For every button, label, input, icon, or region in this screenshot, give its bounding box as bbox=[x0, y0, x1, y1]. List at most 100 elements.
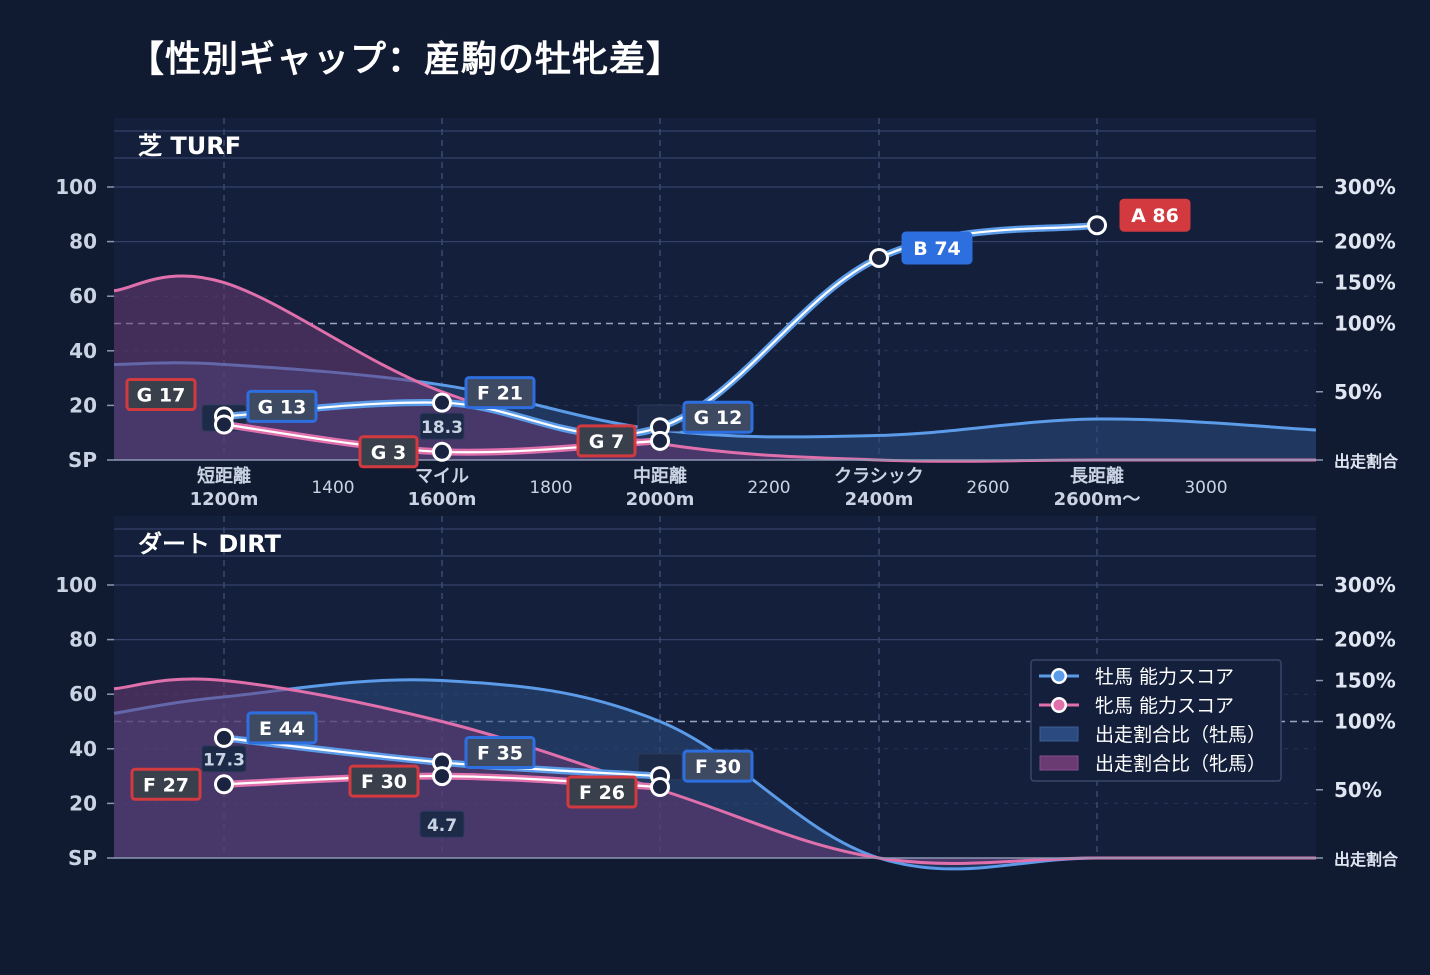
y-right-tick-label: 100% bbox=[1334, 312, 1396, 336]
x-category-label: 中距離 bbox=[633, 465, 687, 487]
y-right-tick-label: 50% bbox=[1334, 778, 1382, 802]
area-female-fill bbox=[114, 275, 1316, 462]
panel-turf: SP 20 40 60 80 100 出走割合 50% 100% 150% 200% 300% 芝 TU… bbox=[55, 118, 1399, 510]
male-grade-label-box bbox=[1119, 198, 1191, 232]
score-point-inner bbox=[872, 250, 886, 265]
female-grade-label: F 27 bbox=[143, 774, 189, 796]
female-grade-label-box bbox=[125, 377, 197, 411]
male-grade-label-box bbox=[246, 389, 318, 423]
legend-label: 出走割合比（牡馬） bbox=[1095, 724, 1266, 746]
x-category-label: 2600m〜 bbox=[1054, 489, 1141, 510]
y-left-tick-label: 100 bbox=[55, 573, 97, 597]
x-category-label: クラシック bbox=[834, 466, 924, 487]
x-category-label: マイル bbox=[415, 466, 469, 487]
y-right-tick-label: 300% bbox=[1334, 175, 1396, 199]
score-point-inner bbox=[435, 755, 449, 770]
male-grade-label-box bbox=[464, 376, 536, 410]
male-grade-label-box bbox=[682, 749, 754, 783]
male-grade-label-box bbox=[246, 711, 318, 745]
female-grade-label: G 7 bbox=[589, 431, 624, 453]
ratio-badge bbox=[419, 412, 465, 440]
female-grade-label: F 26 bbox=[579, 782, 625, 804]
score-point-inner bbox=[217, 730, 231, 745]
panel-title: ダート DIRT bbox=[138, 530, 282, 558]
legend-box bbox=[1030, 659, 1282, 782]
legend-marker-inner bbox=[1053, 699, 1065, 711]
panel-title: 芝 TURF bbox=[138, 132, 241, 160]
y-left-tick-label: 60 bbox=[69, 284, 97, 308]
score-point-inner bbox=[435, 395, 449, 410]
score-point-inner bbox=[1090, 218, 1104, 233]
chart-title: 【性別ギャップ：産駒の牡牝差】 bbox=[128, 39, 684, 80]
y-right-tick-label: 50% bbox=[1334, 380, 1382, 404]
y-left-tick-label: 40 bbox=[69, 737, 97, 761]
y-left-tick-label: 80 bbox=[69, 230, 97, 254]
x-category-label: 短距離 bbox=[197, 465, 251, 487]
female-grade-label: F 30 bbox=[361, 771, 407, 793]
x-category-label: 1600m bbox=[408, 489, 477, 510]
y-left-tick-label: 20 bbox=[69, 791, 97, 815]
male-grade-label-box bbox=[682, 400, 754, 434]
score-point-inner bbox=[217, 777, 231, 792]
y-left-tick-label: 40 bbox=[69, 339, 97, 363]
legend-marker-inner bbox=[1053, 670, 1065, 682]
male-grade-label: F 30 bbox=[695, 756, 741, 778]
x-tick-label: 2600 bbox=[966, 478, 1009, 498]
y-right-tick-label: 150% bbox=[1334, 271, 1396, 295]
male-grade-label: E 44 bbox=[259, 718, 305, 740]
y-left-tick-label: 80 bbox=[69, 628, 97, 652]
y-right-tick-label: 100% bbox=[1334, 710, 1396, 734]
male-grade-label-box bbox=[901, 231, 973, 265]
female-grade-label: G 17 bbox=[137, 384, 186, 406]
x-category-label: 2000m bbox=[626, 489, 695, 510]
x-tick-label: 2200 bbox=[747, 478, 790, 498]
male-grade-label: G 13 bbox=[258, 396, 307, 418]
y-right-tick-label: 200% bbox=[1334, 230, 1396, 254]
y-right-tick-label: 200% bbox=[1334, 628, 1396, 652]
y-right-tick-label: 出走割合 bbox=[1334, 850, 1399, 869]
x-category-label: 長距離 bbox=[1070, 465, 1124, 487]
y-right-tick-label: 150% bbox=[1334, 669, 1396, 693]
legend-label: 出走割合比（牝馬） bbox=[1095, 753, 1266, 775]
x-category-label: 2400m bbox=[845, 489, 914, 510]
female-grade-label-box bbox=[358, 435, 419, 469]
ratio-label: 18.3 bbox=[421, 418, 463, 438]
y-left-tick-label: 100 bbox=[55, 175, 97, 199]
legend-label: 牡馬 能力スコア bbox=[1095, 666, 1234, 688]
female-grade-label-box bbox=[566, 775, 638, 809]
legend-area-swatch bbox=[1039, 726, 1079, 742]
ratio-label: 17.3 bbox=[203, 751, 245, 771]
legend-area-swatch bbox=[1039, 755, 1079, 771]
male-grade-label: B 74 bbox=[913, 238, 961, 260]
y-right-tick-label: 出走割合 bbox=[1334, 452, 1399, 471]
area-female-fill bbox=[114, 678, 1316, 864]
male-grade-label: F 21 bbox=[477, 383, 523, 405]
x-tick-label: 1800 bbox=[529, 478, 572, 498]
score-point-inner bbox=[217, 417, 231, 432]
female-grade-label-box bbox=[576, 424, 637, 458]
legend-label: 牝馬 能力スコア bbox=[1095, 695, 1234, 717]
ratio-label: 4.7 bbox=[427, 816, 457, 836]
x-tick-label: 3000 bbox=[1184, 478, 1227, 498]
score-point-inner bbox=[653, 433, 667, 448]
male-grade-label: A 86 bbox=[1131, 205, 1179, 227]
female-grade-label: G 3 bbox=[371, 442, 406, 464]
y-left-tick-label: SP bbox=[68, 448, 97, 472]
male-grade-label-box bbox=[464, 735, 536, 769]
score-point-inner bbox=[435, 444, 449, 459]
score-point-inner bbox=[653, 420, 667, 435]
female-grade-label-box bbox=[348, 764, 420, 798]
x-tick-label: 1400 bbox=[311, 478, 354, 498]
y-left-tick-label: 60 bbox=[69, 682, 97, 706]
male-grade-label: G 12 bbox=[694, 407, 743, 429]
y-left-tick-label: 20 bbox=[69, 393, 97, 417]
score-point-inner bbox=[435, 769, 449, 784]
score-point-inner bbox=[653, 780, 667, 795]
female-grade-label-box bbox=[130, 767, 202, 801]
y-right-tick-label: 300% bbox=[1334, 573, 1396, 597]
x-category-label: 1200m bbox=[190, 489, 259, 510]
y-left-tick-label: SP bbox=[68, 846, 97, 870]
ratio-badge bbox=[419, 810, 465, 838]
